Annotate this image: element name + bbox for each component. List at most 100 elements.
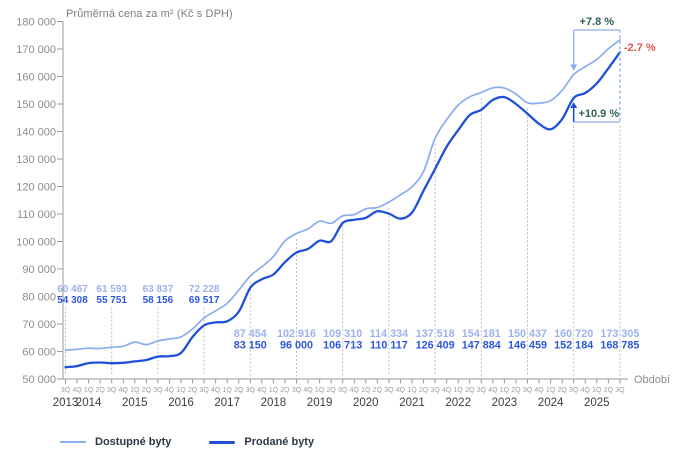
svg-text:2Q: 2Q <box>557 387 567 394</box>
svg-text:120 000: 120 000 <box>16 182 56 194</box>
svg-text:2Q: 2Q <box>465 387 475 394</box>
svg-text:70 000: 70 000 <box>22 319 56 331</box>
svg-text:1Q: 1Q <box>315 387 325 394</box>
x-axis-title: Období <box>634 374 670 386</box>
svg-text:2017: 2017 <box>214 397 240 409</box>
svg-text:109 310: 109 310 <box>323 328 362 340</box>
svg-text:150 437: 150 437 <box>508 328 547 340</box>
svg-text:2Q: 2Q <box>604 387 614 394</box>
svg-text:1Q: 1Q <box>223 387 233 394</box>
svg-text:3Q: 3Q <box>153 387 163 394</box>
svg-text:83 150: 83 150 <box>234 340 267 352</box>
svg-text:2Q: 2Q <box>511 387 521 394</box>
svg-text:72 228: 72 228 <box>189 284 220 295</box>
svg-text:100 000: 100 000 <box>16 237 56 249</box>
svg-text:4Q: 4Q <box>211 387 221 394</box>
svg-text:87 454: 87 454 <box>234 328 267 340</box>
svg-text:2018: 2018 <box>261 397 287 409</box>
svg-text:114 334: 114 334 <box>370 328 408 340</box>
svg-text:4Q: 4Q <box>350 387 360 394</box>
svg-text:168 785: 168 785 <box>600 340 639 352</box>
legend-label: Dostupné byty <box>95 436 172 448</box>
svg-text:90 000: 90 000 <box>22 264 56 276</box>
svg-text:3Q: 3Q <box>615 387 625 394</box>
svg-text:4Q: 4Q <box>303 387 313 394</box>
svg-text:60 000: 60 000 <box>22 347 56 359</box>
svg-text:140 000: 140 000 <box>16 127 56 139</box>
svg-text:160 000: 160 000 <box>16 72 56 84</box>
svg-text:4Q: 4Q <box>581 387 591 394</box>
svg-text:137 518: 137 518 <box>416 328 455 340</box>
svg-text:2Q: 2Q <box>95 387 105 394</box>
svg-text:2021: 2021 <box>399 397 425 409</box>
svg-text:3Q: 3Q <box>384 387 394 394</box>
svg-text:173 305: 173 305 <box>600 328 639 340</box>
svg-text:3Q: 3Q <box>61 387 71 394</box>
svg-text:154 181: 154 181 <box>462 328 501 340</box>
svg-text:1Q: 1Q <box>361 387 371 394</box>
svg-text:2Q: 2Q <box>326 387 336 394</box>
svg-text:3Q: 3Q <box>430 387 440 394</box>
svg-text:1Q: 1Q <box>269 387 279 394</box>
svg-text:146 459: 146 459 <box>508 340 547 352</box>
svg-text:4Q: 4Q <box>488 387 498 394</box>
svg-text:60 467: 60 467 <box>57 284 88 295</box>
svg-text:102 916: 102 916 <box>277 328 316 340</box>
svg-text:80 000: 80 000 <box>22 292 56 304</box>
svg-text:1Q: 1Q <box>454 387 464 394</box>
series-sold-line <box>64 51 622 369</box>
svg-text:2015: 2015 <box>122 397 148 409</box>
svg-text:2Q: 2Q <box>419 387 429 394</box>
svg-text:3Q: 3Q <box>569 387 579 394</box>
svg-text:2022: 2022 <box>445 397 471 409</box>
svg-text:4Q: 4Q <box>534 387 544 394</box>
svg-text:54 308: 54 308 <box>57 295 88 306</box>
svg-text:180 000: 180 000 <box>16 17 56 29</box>
svg-text:63 837: 63 837 <box>143 284 174 295</box>
x-axis: 3Q 4Q 1Q 2Q 3Q 4Q 1Q 2Q 3Q 4Q 1Q 2Q 3Q 4Q 1Q 2Q 3Q 4Q 1Q 2Q… <box>53 374 670 409</box>
svg-text:3Q: 3Q <box>477 387 487 394</box>
svg-text:160 720: 160 720 <box>554 328 593 340</box>
svg-text:50 000: 50 000 <box>22 374 56 386</box>
svg-text:126 409: 126 409 <box>416 340 455 352</box>
y-axis: 50 000 60 000 70 000 80 000 90 000 100 000 110… <box>16 17 64 386</box>
svg-text:2024: 2024 <box>538 397 564 409</box>
svg-text:110 000: 110 000 <box>17 209 56 221</box>
svg-text:4Q: 4Q <box>442 387 452 394</box>
svg-text:106 713: 106 713 <box>323 340 362 352</box>
svg-text:3Q: 3Q <box>523 387 533 394</box>
svg-text:2Q: 2Q <box>188 387 198 394</box>
svg-text:4Q: 4Q <box>72 387 82 394</box>
legend: Dostupné byty Prodané byty <box>60 436 314 448</box>
svg-text:69 517: 69 517 <box>189 295 220 306</box>
svg-text:3Q: 3Q <box>338 387 348 394</box>
svg-text:130 000: 130 000 <box>16 154 56 166</box>
svg-text:2013: 2013 <box>53 397 79 409</box>
svg-text:4Q: 4Q <box>396 387 406 394</box>
svg-text:3Q: 3Q <box>246 387 256 394</box>
sold-yoy-label: +10.9 % <box>578 108 619 120</box>
available-yoy-label: +7.8 % <box>580 16 615 28</box>
svg-text:3Q: 3Q <box>199 387 209 394</box>
svg-text:1Q: 1Q <box>546 387 556 394</box>
legend-item-available[interactable]: Dostupné byty <box>60 436 171 448</box>
svg-text:152 184: 152 184 <box>554 340 593 352</box>
svg-text:2025: 2025 <box>584 397 610 409</box>
svg-text:1Q: 1Q <box>130 387 140 394</box>
chart-title: Průměrná cena za m² (Kč s DPH) <box>66 8 233 20</box>
legend-label: Prodané byty <box>244 436 315 448</box>
svg-text:55 751: 55 751 <box>96 295 127 306</box>
svg-text:2Q: 2Q <box>234 387 244 394</box>
legend-item-sold[interactable]: Prodané byty <box>209 436 314 448</box>
svg-text:2Q: 2Q <box>142 387 152 394</box>
svg-text:170 000: 170 000 <box>16 44 56 56</box>
last-quarter-change-label: -2.7 % <box>624 42 656 54</box>
svg-text:2023: 2023 <box>492 397 518 409</box>
svg-text:61 593: 61 593 <box>96 284 127 295</box>
annotations: +7.8 % +10.9 % -2.7 % <box>570 16 656 123</box>
svg-text:2Q: 2Q <box>373 387 383 394</box>
svg-text:110 117: 110 117 <box>370 340 408 352</box>
svg-text:2014: 2014 <box>76 397 102 409</box>
